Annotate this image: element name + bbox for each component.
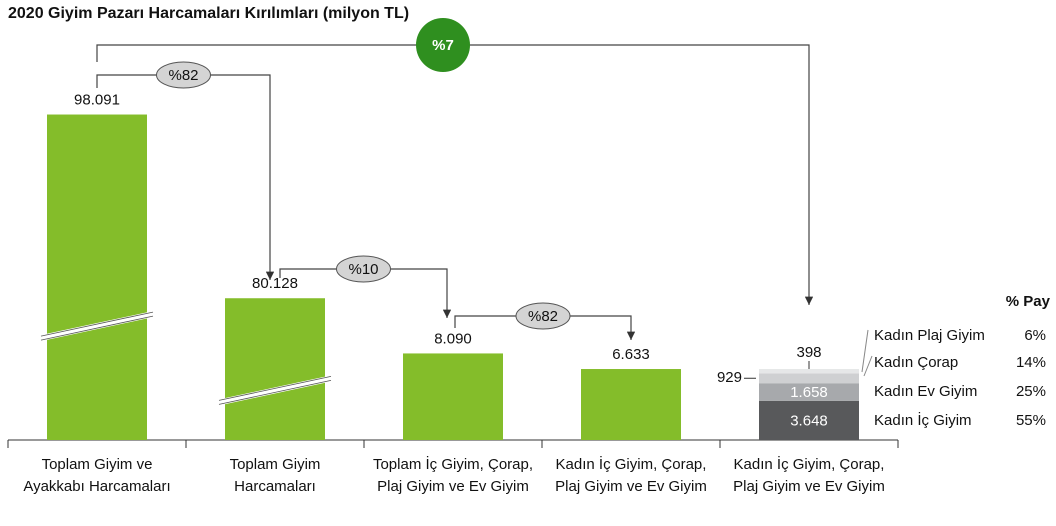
x-tick-label: Kadın İç Giyim, Çorap, Plaj Giyim ve Ev … xyxy=(733,456,885,495)
share-header: % Pay xyxy=(1006,293,1051,310)
share-label: 6% xyxy=(1024,327,1046,344)
axis-break xyxy=(40,315,154,341)
chart-title: 2020 Giyim Pazarı Harcamaları Kırılımlar… xyxy=(8,5,409,22)
stack-segment xyxy=(759,400,859,440)
x-tick-label: Toplam İç Giyim, Çorap, Plaj Giyim ve Ev… xyxy=(372,456,534,495)
value-label: 1.658 xyxy=(790,384,828,401)
annotation: %82 xyxy=(168,67,198,84)
x-tick-label: Toplam Giyim ve Ayakkabı Harcamaları xyxy=(23,456,171,495)
annotation: %10 xyxy=(348,261,378,278)
value-label: 80.128 xyxy=(252,275,298,292)
share-label: 14% xyxy=(1016,354,1046,371)
value-label: 929 xyxy=(717,369,742,386)
value-label: 8.090 xyxy=(434,330,472,347)
leader xyxy=(863,355,873,377)
axis-break xyxy=(218,375,332,406)
badge xyxy=(416,18,470,72)
axis-break xyxy=(40,311,154,337)
annotation: %7 xyxy=(432,37,454,54)
legend-label: Kadın Ev Giyim xyxy=(874,383,977,400)
axis-break xyxy=(40,311,154,342)
legend-label: Kadın Çorap xyxy=(874,354,958,371)
share-label: 25% xyxy=(1016,383,1046,400)
stack-segment xyxy=(759,373,859,384)
badge xyxy=(336,255,391,283)
badge xyxy=(156,61,211,89)
bar xyxy=(403,353,503,440)
badge xyxy=(515,302,571,330)
bar xyxy=(225,298,325,440)
stack-segment xyxy=(759,383,859,401)
stack-segment xyxy=(759,369,859,374)
share-label: 55% xyxy=(1016,412,1046,429)
annotation: %82 xyxy=(528,308,558,325)
value-label: 398 xyxy=(796,344,821,361)
value-label: 98.091 xyxy=(74,91,120,108)
legend-label: Kadın İç Giyim xyxy=(874,411,972,429)
bar xyxy=(581,369,681,440)
x-tick-label: Toplam Giyim Harcamaları xyxy=(229,456,321,495)
value-label: 6.633 xyxy=(612,346,650,363)
leader xyxy=(861,329,869,373)
x-tick-label: Kadın İç Giyim, Çorap, Plaj Giyim ve Ev … xyxy=(555,456,707,495)
legend-label: Kadın Plaj Giyim xyxy=(874,327,985,344)
value-label: 3.648 xyxy=(790,412,828,429)
axis-break xyxy=(218,379,332,405)
axis-break xyxy=(218,375,332,401)
bar xyxy=(47,114,147,440)
